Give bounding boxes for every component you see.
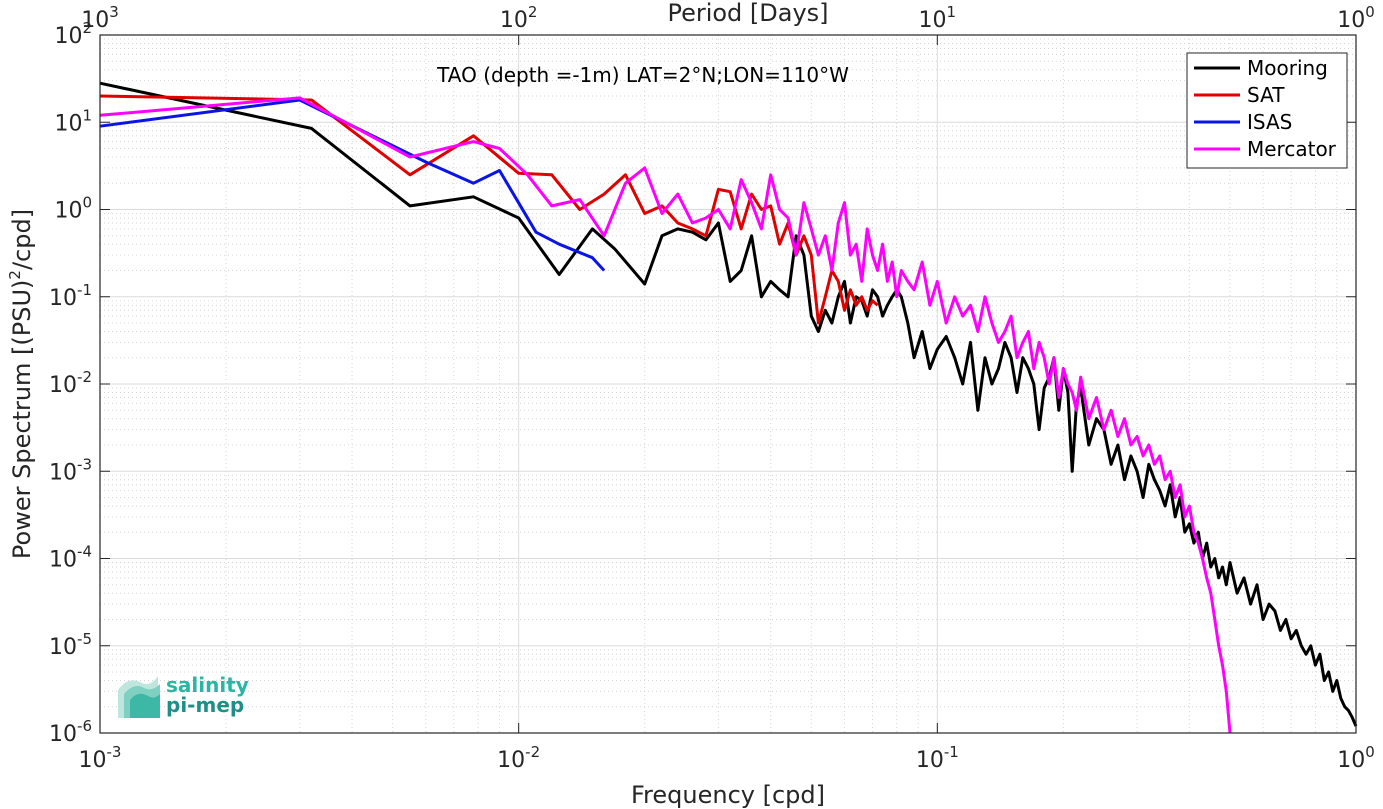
x-tick-label: 10-2 bbox=[497, 743, 540, 773]
top-tick-label: 102 bbox=[500, 3, 538, 33]
y-tick-label: 10-6 bbox=[49, 717, 92, 747]
top-tick-label: 103 bbox=[81, 3, 119, 33]
y-tick-label: 102 bbox=[54, 19, 92, 49]
legend-label-mooring: Mooring bbox=[1247, 56, 1328, 80]
top-tick-label: 101 bbox=[919, 3, 957, 33]
x-tick-label: 10-1 bbox=[916, 743, 959, 773]
logo-line1: salinity bbox=[166, 673, 249, 697]
series-line-mercator bbox=[99, 96, 1232, 734]
x-tick-label: 100 bbox=[1337, 743, 1375, 773]
y-tick-label: 10-3 bbox=[49, 455, 92, 485]
x-tick-label: 10-3 bbox=[79, 743, 122, 773]
x-axis-label: Frequency [cpd] bbox=[631, 781, 825, 809]
legend-items: Mooring SAT ISAS Mercator bbox=[1194, 56, 1337, 161]
y-tick-label: 10-2 bbox=[49, 368, 92, 398]
y-tick-label: 10-5 bbox=[49, 630, 92, 660]
series-line-sat bbox=[99, 94, 879, 325]
logo-waves-icon bbox=[118, 676, 160, 718]
top-axis-label: Period [Days] bbox=[667, 0, 828, 27]
y-axis-label: Power Spectrum [(PSU)2/cpd] bbox=[6, 209, 36, 559]
top-tick-label: 100 bbox=[1337, 3, 1375, 33]
y-tick-label: 101 bbox=[54, 106, 92, 136]
series-line-mooring bbox=[99, 81, 1358, 727]
y-axis-label-tail: /cpd] bbox=[8, 209, 36, 270]
logo-line2: pi-mep bbox=[166, 693, 244, 717]
y-axis-label-sup: 2 bbox=[6, 270, 24, 280]
legend-label-sat: SAT bbox=[1247, 83, 1285, 107]
y-tick-label: 10-1 bbox=[49, 281, 92, 311]
y-axis-label-main: Power Spectrum [(PSU) bbox=[8, 280, 36, 559]
legend-label-isas: ISAS bbox=[1247, 110, 1292, 134]
legend: Mooring SAT ISAS Mercator bbox=[1186, 52, 1348, 169]
y-tick-label: 100 bbox=[54, 194, 92, 224]
salinity-pi-mep-logo: salinity pi-mep bbox=[118, 673, 249, 718]
chart-title: TAO (depth =-1m) LAT=2°N;LON=110°W bbox=[436, 63, 849, 87]
series-layer bbox=[99, 81, 1358, 734]
y-tick-label: 10-4 bbox=[49, 543, 92, 573]
grid-layer bbox=[99, 34, 1357, 734]
legend-label-mercator: Mercator bbox=[1247, 137, 1337, 161]
